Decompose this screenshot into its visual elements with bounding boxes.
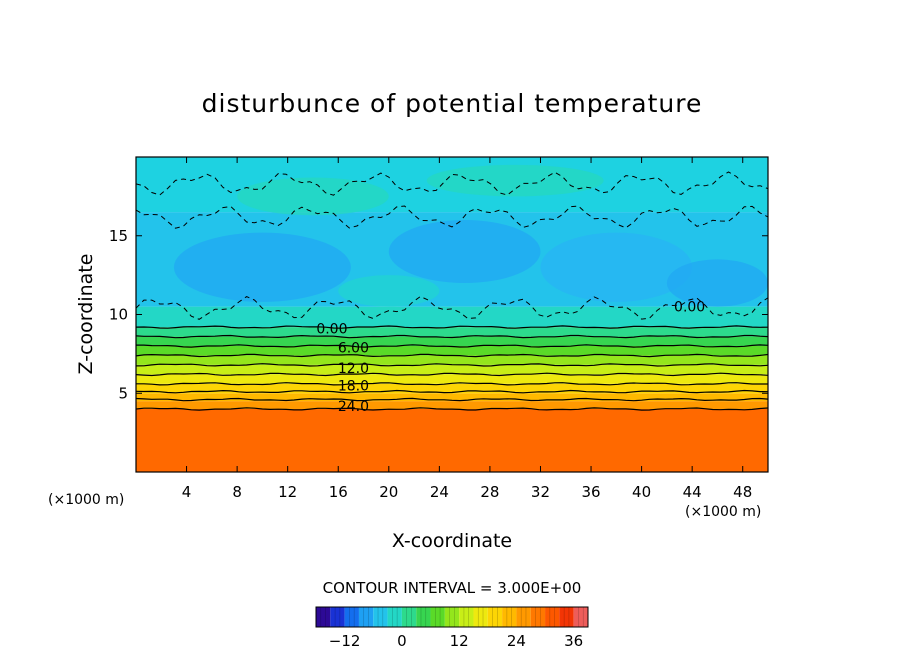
x-unit-left: (×1000 m) xyxy=(48,492,124,508)
colorbar-bin xyxy=(416,607,431,627)
colorbar-bin xyxy=(459,607,474,627)
colorbar-bin xyxy=(516,607,531,627)
colorbar-bin xyxy=(444,607,460,627)
colorbar-tick-label: 36 xyxy=(564,632,583,650)
contour-band xyxy=(136,306,768,328)
x-tick-label: 4 xyxy=(182,483,192,501)
contour-band xyxy=(136,383,768,394)
plot-area: 0.00 6.00 12.018.0 24.0 0.00 xyxy=(135,156,769,473)
solid-contour xyxy=(136,325,768,329)
solid-contour xyxy=(136,389,768,394)
solid-contour xyxy=(136,363,768,367)
colorbar-bin xyxy=(502,607,517,627)
contour-band xyxy=(136,401,768,409)
solid-contour xyxy=(136,353,768,358)
x-tick-label: 44 xyxy=(683,483,702,501)
field-blob xyxy=(338,275,440,307)
colorbar-bin xyxy=(358,607,374,627)
field-blob xyxy=(237,177,389,216)
x-tick-label: 48 xyxy=(733,483,752,501)
solid-contour xyxy=(136,382,768,386)
contour-label: 6.00 xyxy=(338,341,369,357)
colorbar-tick-label: 0 xyxy=(397,632,407,650)
dashed-contour xyxy=(136,205,768,229)
y-tick-label: 10 xyxy=(109,306,128,324)
contour-band xyxy=(136,355,768,365)
colorbar-bin xyxy=(330,607,345,627)
contour-band xyxy=(136,346,768,356)
colorbar-frame xyxy=(315,606,589,628)
contour-label: 0.00 xyxy=(674,300,705,316)
y-tick-label: 5 xyxy=(118,384,128,402)
colorbar-tick-label: 24 xyxy=(507,632,526,650)
solid-contour xyxy=(136,407,768,411)
x-tick-label: 24 xyxy=(430,483,449,501)
field-blob xyxy=(388,220,541,283)
contour-band xyxy=(136,393,768,402)
field-blob xyxy=(540,232,693,302)
x-tick-label: 12 xyxy=(278,483,297,501)
contour-label: 24.0 xyxy=(338,399,369,415)
x-tick-label: 20 xyxy=(379,483,398,501)
x-tick-label: 8 xyxy=(232,483,242,501)
contour-band xyxy=(136,409,768,472)
x-unit-right: (×1000 m) xyxy=(685,504,761,520)
colorbar-bin xyxy=(573,607,588,627)
y-axis-label: Z-coordinate xyxy=(75,254,97,375)
colorbar: −12 0 12 24 36 xyxy=(315,606,589,650)
x-axis: 4 8 12 16 20 24 28 32 36 40 44 48 xyxy=(182,157,752,501)
chart-title: disturbunce of potential temperature xyxy=(202,89,703,118)
dashed-contour xyxy=(136,295,768,320)
colorbar-bin xyxy=(559,607,574,627)
contour-band xyxy=(136,327,768,337)
solid-contour xyxy=(136,344,768,348)
contour-label: 18.0 xyxy=(338,378,369,394)
colorbar-bin xyxy=(373,607,388,627)
solid-contour xyxy=(136,397,768,402)
colorbar-tick-label: −12 xyxy=(329,632,361,650)
colorbar-bin xyxy=(473,607,488,627)
contour-label: 12.0 xyxy=(338,361,369,377)
x-axis-label: X-coordinate xyxy=(392,530,512,552)
colorbar-bin xyxy=(344,607,359,627)
solid-contour xyxy=(136,372,768,377)
field-blob xyxy=(666,259,768,307)
x-tick-label: 40 xyxy=(632,483,651,501)
contour-interval-note: CONTOUR INTERVAL = 3.000E+00 xyxy=(323,579,582,597)
contour-band xyxy=(136,374,768,384)
colorbar-bin xyxy=(316,607,331,627)
field-blob xyxy=(426,164,604,197)
y-axis: 5 10 15 xyxy=(109,227,768,402)
field-blob xyxy=(173,232,351,302)
colorbar-bin xyxy=(430,607,445,627)
colorbar-bin xyxy=(487,607,503,627)
x-tick-label: 32 xyxy=(531,483,550,501)
x-tick-label: 28 xyxy=(480,483,499,501)
contour-label: 0.00 xyxy=(316,322,347,338)
contour-band xyxy=(136,336,768,346)
x-tick-label: 16 xyxy=(329,483,348,501)
colorbar-bin xyxy=(545,607,560,627)
colorbar-bin xyxy=(387,607,402,627)
colorbar-bin xyxy=(401,607,417,627)
x-tick-label: 36 xyxy=(581,483,600,501)
colorbar-tick-label: 12 xyxy=(450,632,469,650)
colorbar-bin xyxy=(530,607,546,627)
y-tick-label: 15 xyxy=(109,227,128,245)
solid-contour xyxy=(136,334,768,339)
contour-band xyxy=(136,364,768,375)
